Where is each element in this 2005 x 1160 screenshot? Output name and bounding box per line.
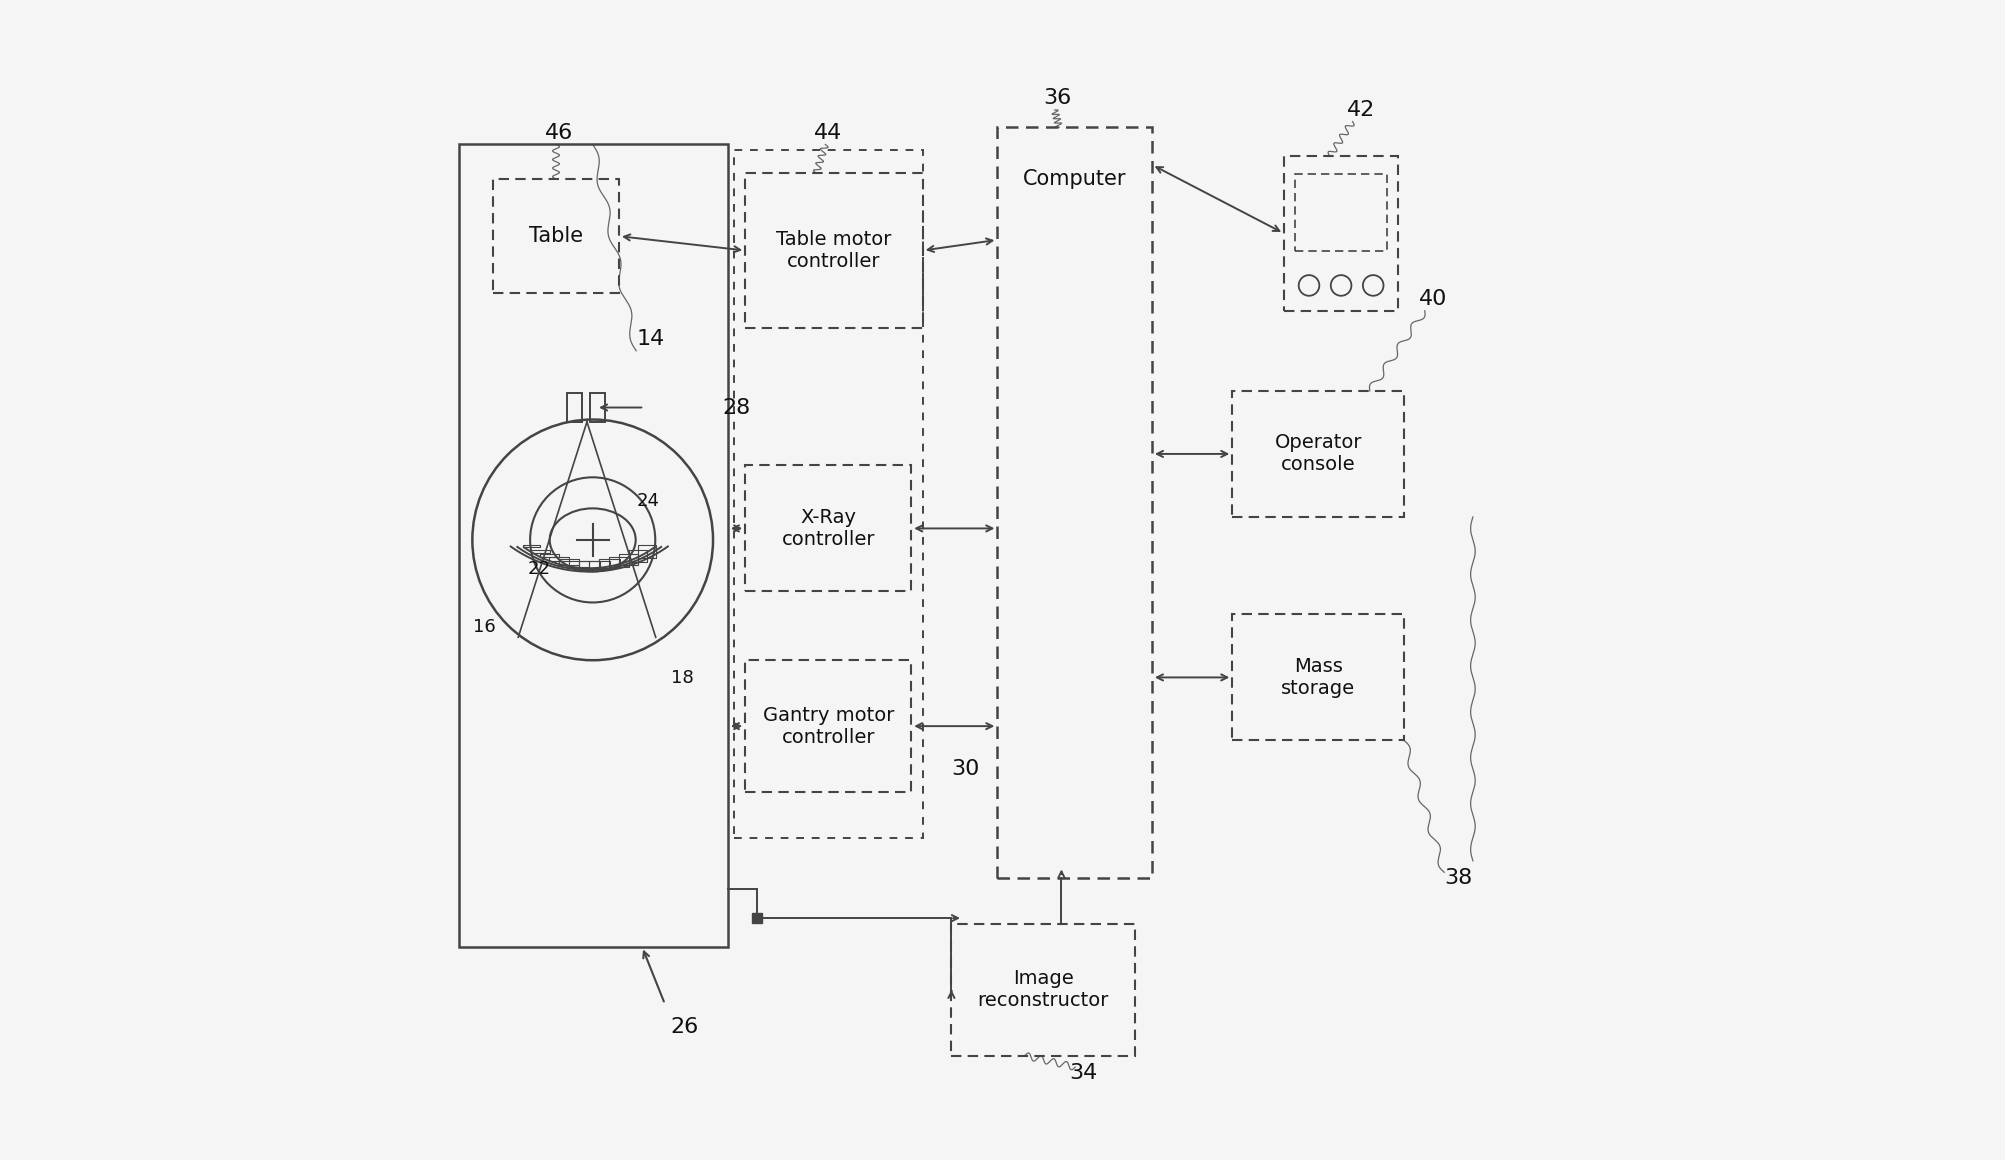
Text: Image
reconstructor: Image reconstructor bbox=[976, 970, 1109, 1010]
Text: 22: 22 bbox=[527, 560, 549, 579]
Text: Table motor
controller: Table motor controller bbox=[776, 230, 890, 271]
Bar bbox=[950, 923, 1135, 1056]
Bar bbox=[493, 179, 620, 293]
Bar bbox=[567, 393, 581, 422]
Text: Computer: Computer bbox=[1023, 169, 1127, 189]
Text: 24: 24 bbox=[636, 492, 660, 509]
Text: 40: 40 bbox=[1418, 289, 1448, 309]
Bar bbox=[744, 465, 910, 592]
Text: 46: 46 bbox=[543, 123, 573, 143]
Bar bbox=[734, 150, 922, 838]
Bar bbox=[1231, 391, 1403, 517]
Text: 38: 38 bbox=[1444, 868, 1472, 887]
Text: 18: 18 bbox=[670, 669, 694, 687]
Text: 26: 26 bbox=[670, 1016, 698, 1037]
Bar bbox=[1231, 615, 1403, 740]
Text: 28: 28 bbox=[722, 398, 750, 418]
Bar bbox=[1295, 174, 1385, 251]
Text: 16: 16 bbox=[473, 617, 495, 636]
Bar bbox=[1283, 155, 1397, 311]
Text: 44: 44 bbox=[814, 123, 842, 143]
Text: 30: 30 bbox=[950, 759, 978, 778]
Text: 14: 14 bbox=[636, 329, 664, 349]
Bar bbox=[589, 393, 606, 422]
Text: Table: Table bbox=[529, 226, 583, 246]
Bar bbox=[996, 128, 1151, 878]
Text: Operator
console: Operator console bbox=[1273, 434, 1361, 474]
Text: 36: 36 bbox=[1043, 88, 1071, 108]
Bar bbox=[459, 145, 728, 947]
Text: 34: 34 bbox=[1069, 1063, 1097, 1082]
Bar bbox=[744, 173, 922, 328]
Bar bbox=[744, 660, 910, 792]
Text: Gantry motor
controller: Gantry motor controller bbox=[762, 705, 894, 747]
Text: Mass
storage: Mass storage bbox=[1281, 657, 1355, 698]
Text: X-Ray
controller: X-Ray controller bbox=[782, 508, 874, 549]
Text: 42: 42 bbox=[1345, 100, 1373, 119]
